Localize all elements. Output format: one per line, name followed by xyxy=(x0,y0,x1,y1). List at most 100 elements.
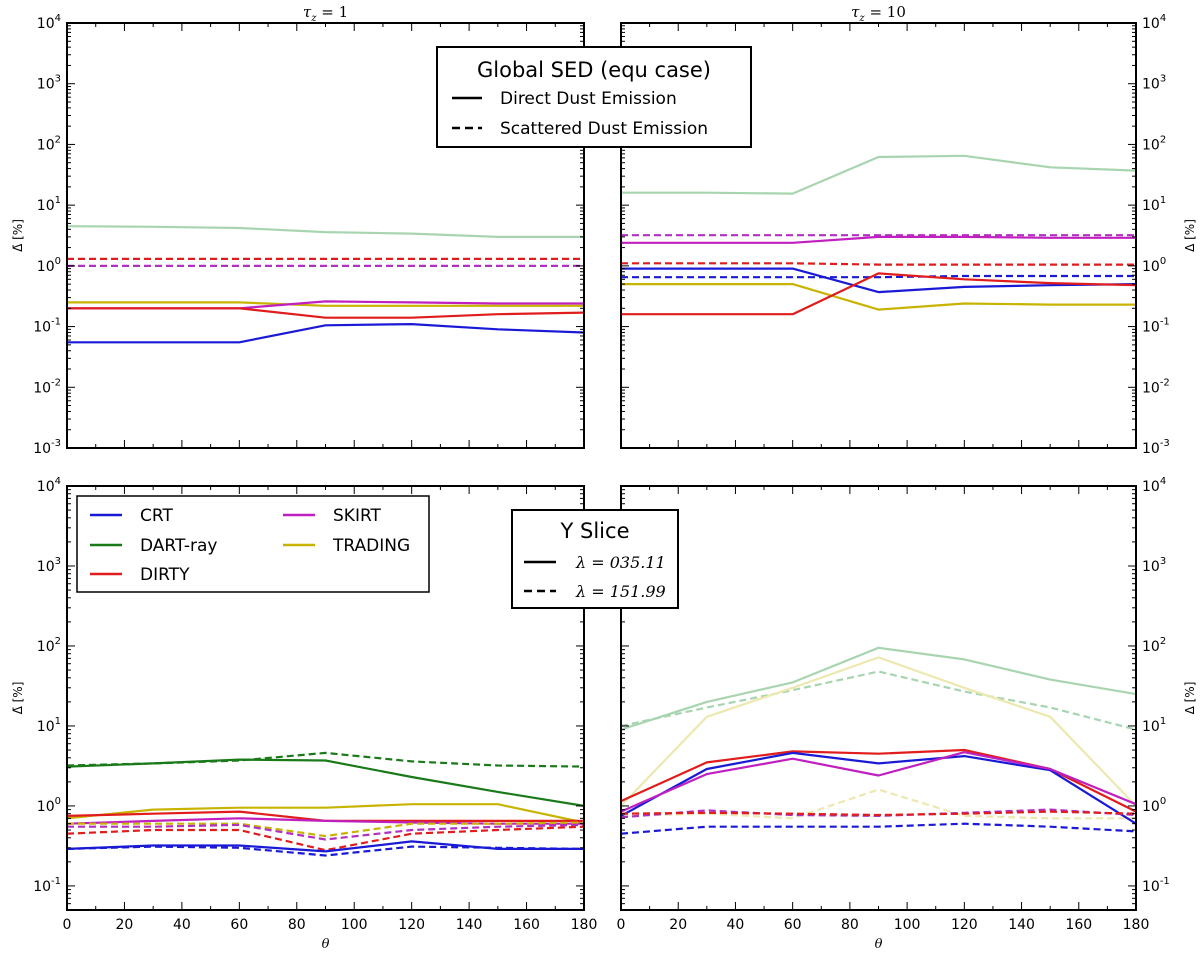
y-tick-base: 10 xyxy=(37,77,55,93)
series-line-trading-solid xyxy=(67,803,584,824)
y-tick-base: 10 xyxy=(1142,479,1160,495)
legend-entry-label: λ = 035.11 xyxy=(575,553,666,572)
y-tick-exponent: 2 xyxy=(55,134,61,145)
y-tick-label: 100 xyxy=(37,256,61,275)
legend-entry-label: Direct Dust Emission xyxy=(500,89,677,109)
x-tick-label: 100 xyxy=(894,917,921,933)
series-group xyxy=(621,646,1136,835)
x-ticks xyxy=(66,23,585,448)
x-tick-label: 0 xyxy=(617,917,626,933)
y-tick-exponent: 4 xyxy=(55,13,61,24)
y-tick-exponent: 0 xyxy=(55,256,61,267)
series-line-dirty-solid xyxy=(67,307,584,319)
legend-global-sed: Global SED (equ case) Direct Dust Emissio… xyxy=(436,46,752,148)
y-tick-label: 10-3 xyxy=(1142,438,1170,457)
y-tick-base: 10 xyxy=(1142,259,1160,275)
y-tick-exponent: 3 xyxy=(1160,556,1166,567)
y-tick-label: 104 xyxy=(1142,13,1166,32)
y-tick-label: 101 xyxy=(1142,195,1166,214)
y-tick-exponent: -3 xyxy=(1160,438,1170,449)
series-group xyxy=(621,154,1136,316)
plot-frame xyxy=(620,485,1137,911)
legend-value: 035.11 xyxy=(610,553,666,572)
y-tick-exponent: 0 xyxy=(1160,796,1166,807)
y-tick-base: 10 xyxy=(37,16,55,32)
x-tick-label: 40 xyxy=(727,917,745,933)
series-line-dirty-dashed xyxy=(67,825,584,852)
series-line-crt-dashed xyxy=(621,822,1136,835)
y-tick-label: 104 xyxy=(37,476,61,495)
series-line-skirt-solid xyxy=(621,751,1136,813)
y-tick-exponent: -1 xyxy=(1160,317,1170,328)
y-tick-base: 10 xyxy=(1142,799,1160,815)
legend-equals: = xyxy=(586,582,610,601)
y-tick-exponent: 1 xyxy=(1160,716,1166,727)
y-tick-base: 10 xyxy=(1142,198,1160,214)
y-tick-base: 10 xyxy=(33,320,51,336)
y-tick-exponent: -1 xyxy=(1160,876,1170,887)
series-line-crt-solid xyxy=(621,267,1136,294)
y-tick-exponent: 2 xyxy=(1160,134,1166,145)
x-tick-label: 100 xyxy=(341,917,368,933)
legend-equals: = xyxy=(586,553,610,572)
y-tick-exponent: -2 xyxy=(51,377,61,388)
y-tick-label: 10-3 xyxy=(33,438,61,457)
series-line-trading-dashed xyxy=(67,821,584,838)
y-tick-label: 100 xyxy=(1142,796,1166,815)
panel-title: τz = 10 xyxy=(851,3,906,24)
x-tick-label: 80 xyxy=(841,917,859,933)
y-tick-base: 10 xyxy=(1142,719,1160,735)
y-tick-label: 101 xyxy=(37,195,61,214)
legend-entry-label: DIRTY xyxy=(140,565,190,585)
legend-entry-label: λ = 151.99 xyxy=(575,582,666,601)
y-tick-base: 10 xyxy=(1142,441,1160,457)
y-tick-base: 10 xyxy=(1142,879,1160,895)
panel-title-subscript: z xyxy=(858,13,865,24)
y-tick-base: 10 xyxy=(1142,380,1160,396)
y-tick-label: 100 xyxy=(37,796,61,815)
panel-title-subscript: z xyxy=(310,13,317,24)
y-tick-exponent: 0 xyxy=(1160,256,1166,267)
y-tick-base: 10 xyxy=(37,639,55,655)
y-tick-label: 10-2 xyxy=(1142,377,1170,396)
x-ticks: 0 20 40 60 80 100 120 140 160 180 xyxy=(617,486,1150,933)
x-tick-label: 60 xyxy=(784,917,802,933)
x-tick-label: 40 xyxy=(173,917,191,933)
y-tick-base: 10 xyxy=(1142,137,1160,153)
legend-box xyxy=(76,495,430,593)
series-line-dirty-solid xyxy=(621,748,1136,813)
panel-title-symbol: τ xyxy=(851,3,860,21)
legend-lambda: λ xyxy=(575,553,586,572)
y-tick-base: 10 xyxy=(1142,77,1160,93)
y-tick-base: 10 xyxy=(37,137,55,153)
series-line-crt-solid xyxy=(621,751,1136,825)
y-tick-base: 10 xyxy=(1142,16,1160,32)
y-tick-base: 10 xyxy=(1142,320,1160,336)
x-tick-label: 120 xyxy=(398,917,425,933)
series-line-crt-dashed xyxy=(621,274,1136,279)
x-tick-label: 140 xyxy=(1008,917,1035,933)
y-tick-label: 10-1 xyxy=(33,317,61,336)
legend-entry-label: SKIRT xyxy=(333,506,382,526)
x-tick-label: 120 xyxy=(951,917,978,933)
series-line-dart-ray-solid xyxy=(67,758,584,807)
y-tick-exponent: 4 xyxy=(1160,476,1166,487)
series-line-crt-dashed xyxy=(67,845,584,857)
y-tick-base: 10 xyxy=(37,198,55,214)
y-tick-base: 10 xyxy=(37,799,55,815)
y-tick-base: 10 xyxy=(33,380,51,396)
y-tick-exponent: 3 xyxy=(55,556,61,567)
y-axis-label: Δ̄ [%] xyxy=(11,219,25,252)
y-tick-label: 100 xyxy=(1142,256,1166,275)
series-group xyxy=(67,751,584,857)
x-tick-label: 180 xyxy=(1123,917,1150,933)
series-line-dirty-solid xyxy=(67,810,584,823)
y-tick-base: 10 xyxy=(37,719,55,735)
